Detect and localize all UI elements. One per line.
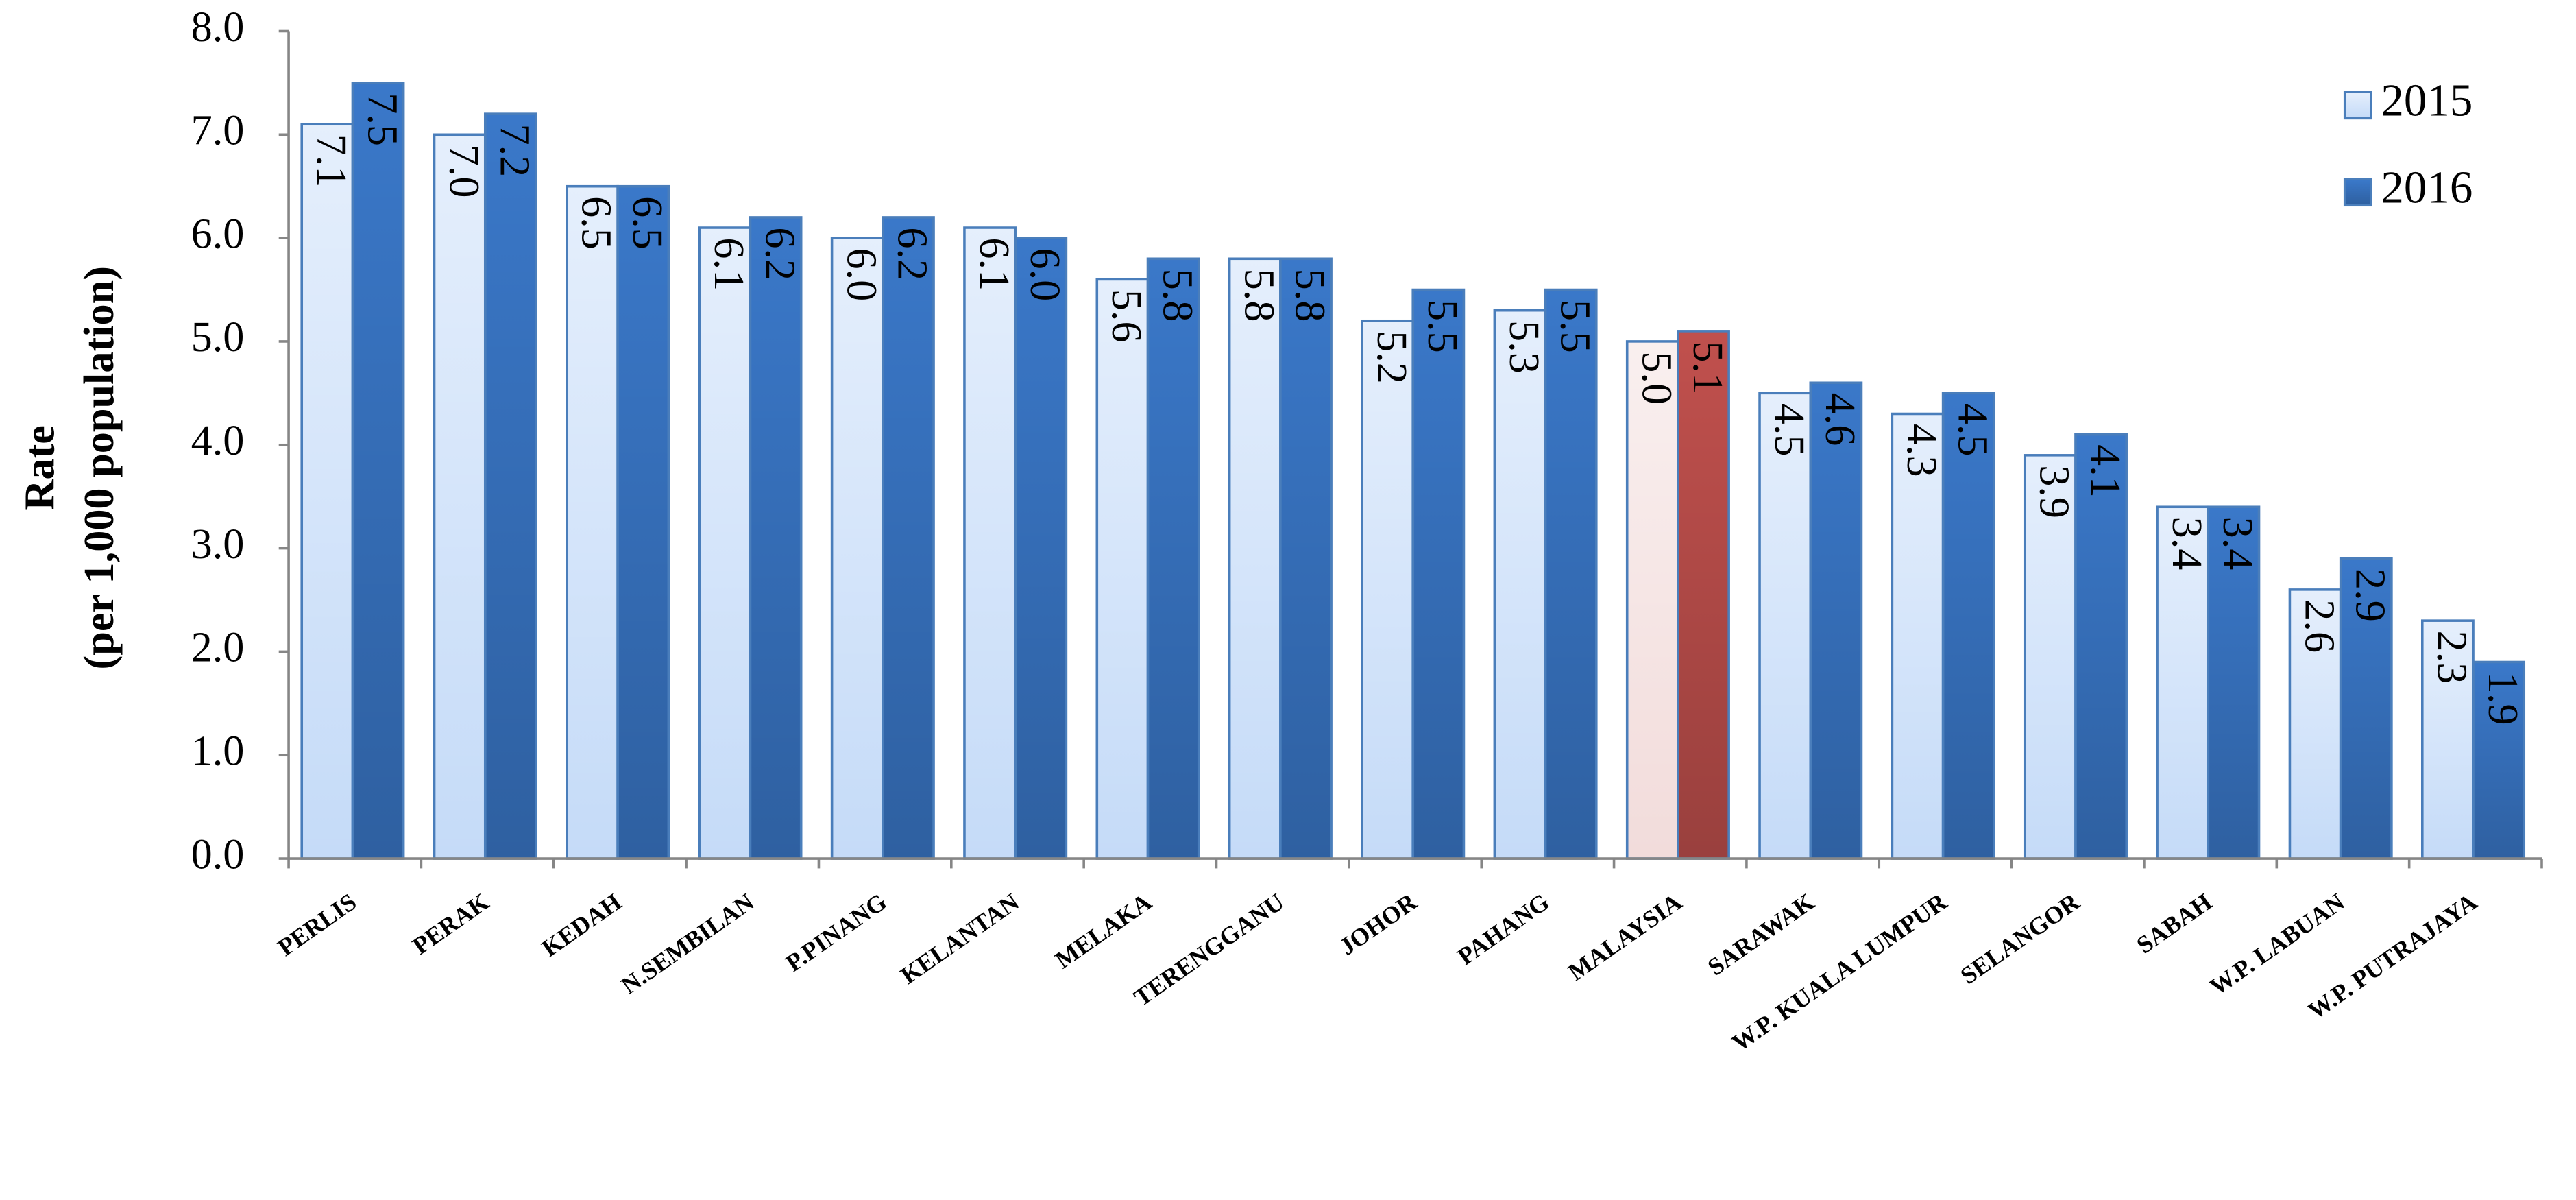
bar-shading (435, 136, 484, 858)
value-label: 6.0 (1021, 248, 1068, 301)
x-tick-label: W.P. KUALA LUMPUR (1727, 887, 1952, 1057)
value-label: 3.9 (2031, 465, 2078, 518)
value-label: 4.6 (1816, 393, 1863, 446)
bar-shading (701, 228, 749, 858)
bar-shading (618, 187, 668, 858)
value-label: 7.2 (491, 124, 538, 178)
y-tick-label: 6.0 (191, 211, 245, 257)
y-tick-label: 0.0 (191, 831, 245, 878)
bar-shading (1679, 332, 1728, 858)
bar-shading (1149, 260, 1198, 858)
bar-shading (486, 115, 535, 858)
bar-shading (1546, 291, 1595, 858)
y-tick-label: 7.0 (191, 108, 245, 154)
bar-shading (1098, 280, 1147, 858)
bar-shading (1760, 394, 1810, 858)
value-label: 5.8 (1287, 269, 1333, 322)
x-tick-label: MELAKA (1050, 888, 1156, 974)
bar-shading (1363, 322, 1412, 858)
value-label: 5.1 (1684, 341, 1731, 394)
bar-shading (1496, 311, 1544, 858)
bar-shading (2474, 663, 2523, 858)
x-tick-label: PAHANG (1453, 888, 1554, 970)
value-label: 6.2 (756, 227, 803, 280)
bar-shading (568, 187, 617, 858)
value-label: 6.1 (971, 237, 1017, 291)
value-label: 4.1 (2082, 444, 2128, 498)
bar-shading (965, 228, 1014, 858)
bar-shading (2423, 621, 2472, 858)
bar-shading (884, 218, 933, 858)
x-tick-label: SABAH (2132, 888, 2217, 959)
value-label: 7.1 (308, 134, 354, 188)
value-label: 6.2 (889, 227, 936, 280)
bar-shading (1893, 415, 1942, 858)
bar-shading (2158, 508, 2207, 858)
value-label: 5.5 (1419, 300, 1466, 353)
bar-shading (303, 125, 352, 858)
x-tick-label: P.PINANG (781, 888, 892, 977)
x-tick-label: SARAWAK (1703, 888, 1819, 981)
bar-shading (1944, 394, 1993, 858)
value-label: 6.0 (838, 248, 884, 301)
y-tick-label: 3.0 (191, 521, 245, 568)
value-label: 6.5 (624, 196, 670, 250)
bar-shading (1230, 260, 1280, 858)
y-axis-title: (per 1,000 population) (76, 266, 123, 669)
value-label: 6.5 (573, 196, 620, 250)
bar-shading (833, 239, 882, 858)
x-tick-label: SELANGOR (1956, 887, 2085, 989)
value-label: 3.4 (2163, 517, 2210, 571)
bar-shading (1016, 239, 1065, 858)
value-label: 1.9 (2479, 672, 2526, 725)
value-label: 2.9 (2346, 568, 2393, 622)
x-tick-label: KEDAH (537, 888, 627, 962)
legend-swatch-shading (2346, 93, 2370, 117)
x-tick-label: N.SEMBILAN (616, 888, 759, 1000)
value-label: 7.0 (440, 145, 487, 198)
legend-label: 2015 (2381, 75, 2472, 126)
bar-shading (1812, 384, 1860, 858)
value-label: 5.2 (1368, 331, 1415, 384)
x-tick-label: PERAK (408, 888, 494, 960)
bar-shading (354, 84, 402, 858)
bar-shading (2076, 435, 2126, 858)
x-tick-label: JOHOR (1334, 887, 1422, 961)
legend-swatch-shading (2346, 180, 2370, 204)
value-label: 5.0 (1633, 351, 1680, 405)
bar-shading (1414, 291, 1463, 858)
y-tick-label: 1.0 (191, 728, 245, 775)
value-label: 5.6 (1103, 289, 1150, 343)
y-tick-label: 5.0 (191, 314, 245, 361)
value-label: 5.8 (1154, 269, 1200, 322)
y-axis-title: Rate (17, 425, 64, 510)
legend-label: 2016 (2381, 162, 2472, 213)
y-tick-label: 4.0 (191, 418, 245, 464)
bar-shading (1281, 260, 1330, 858)
bar-shading (1628, 342, 1677, 858)
value-label: 5.5 (1551, 300, 1598, 353)
value-label: 7.5 (359, 93, 405, 146)
value-label: 5.8 (1235, 269, 1282, 322)
y-tick-label: 8.0 (191, 4, 245, 51)
bar-shading (2026, 456, 2075, 858)
y-tick-label: 2.0 (191, 625, 245, 671)
x-tick-label: MALAYSIA (1563, 888, 1686, 986)
x-tick-label: KELANTAN (895, 888, 1023, 989)
value-label: 3.4 (2214, 517, 2261, 571)
bar-shading (2342, 560, 2391, 858)
x-tick-label: PERLIS (273, 888, 361, 961)
value-label: 5.3 (1500, 320, 1547, 374)
value-label: 2.3 (2429, 631, 2475, 684)
value-label: 4.5 (1949, 403, 1995, 457)
bar-shading (2291, 590, 2340, 858)
bar-shading (751, 218, 800, 858)
value-label: 2.6 (2296, 599, 2342, 653)
value-label: 6.1 (705, 237, 752, 291)
value-label: 4.3 (1898, 424, 1945, 477)
value-label: 4.5 (1766, 403, 1812, 457)
bar-shading (2209, 508, 2258, 858)
